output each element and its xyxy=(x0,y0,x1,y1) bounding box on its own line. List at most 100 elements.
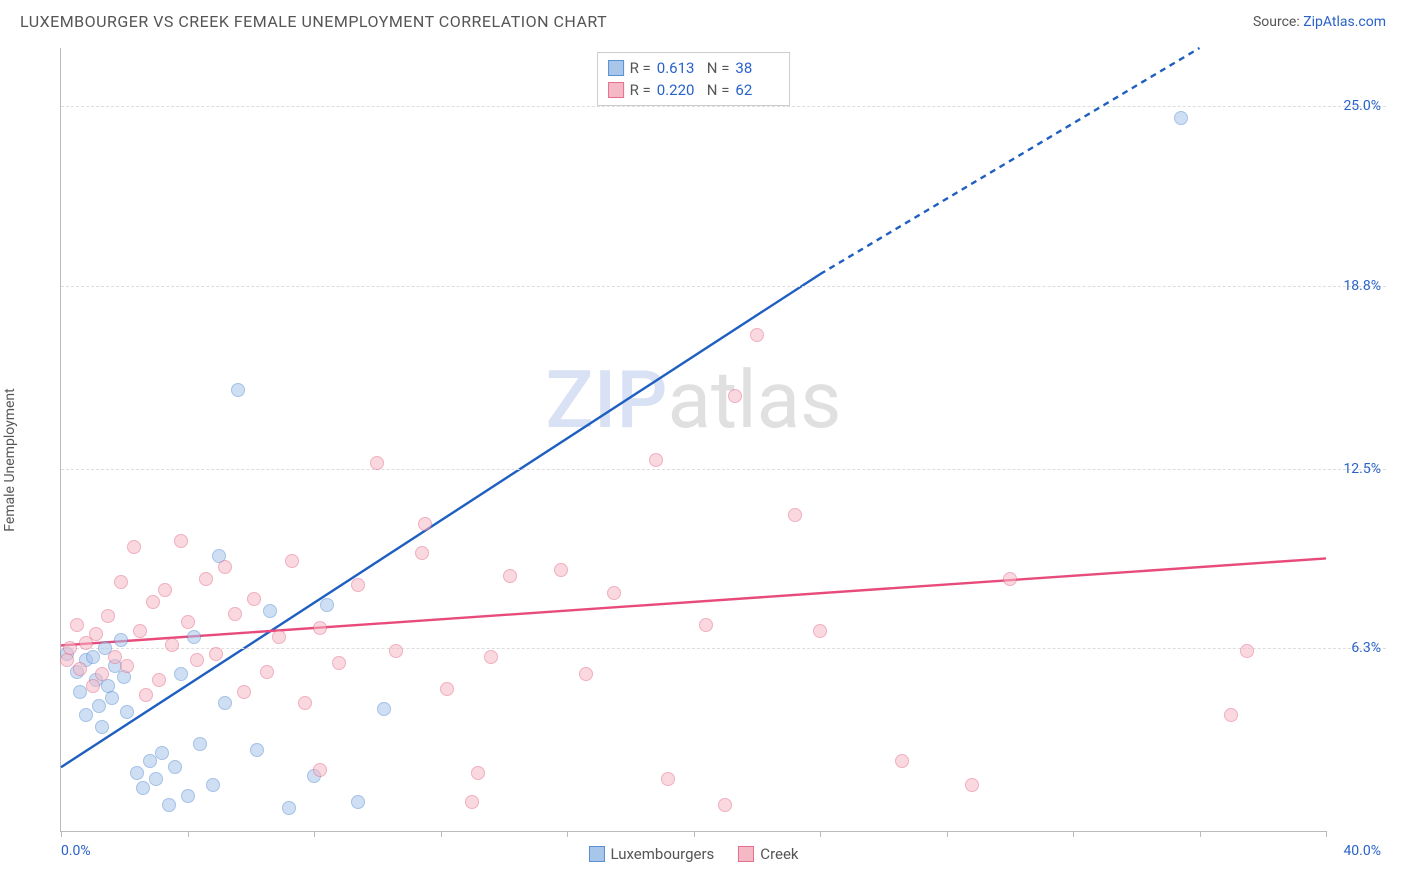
x-tick xyxy=(820,831,821,837)
data-point xyxy=(63,641,77,655)
y-axis-label: Female Unemployment xyxy=(2,388,18,532)
watermark-atlas: atlas xyxy=(668,353,842,447)
x-tick xyxy=(314,831,315,837)
data-point xyxy=(471,766,485,780)
gridline xyxy=(61,648,1386,649)
source-prefix: Source: xyxy=(1253,14,1303,30)
legend-item-creek: Creek xyxy=(738,845,798,863)
x-tick xyxy=(1073,831,1074,837)
data-point xyxy=(199,572,213,586)
swatch-luxembourgers xyxy=(608,60,624,76)
data-point xyxy=(718,798,732,812)
data-point xyxy=(351,578,365,592)
n-value-1: 62 xyxy=(735,81,779,99)
data-point xyxy=(105,691,119,705)
data-point xyxy=(895,754,909,768)
data-point xyxy=(168,760,182,774)
data-point xyxy=(174,667,188,681)
x-tick xyxy=(441,831,442,837)
data-point xyxy=(649,453,663,467)
data-point xyxy=(298,696,312,710)
data-point xyxy=(231,383,245,397)
legend-label-0: Luxembourgers xyxy=(610,845,714,863)
data-point xyxy=(1174,111,1188,125)
data-point xyxy=(130,766,144,780)
data-point xyxy=(149,772,163,786)
data-point xyxy=(250,743,264,757)
data-point xyxy=(661,772,675,786)
x-tick xyxy=(1326,831,1327,837)
data-point xyxy=(313,621,327,635)
data-point xyxy=(181,615,195,629)
swatch-creek-icon xyxy=(738,846,754,862)
plot-area: ZIPatlas R = 0.613 N = 38 R = 0.220 N = … xyxy=(60,48,1326,832)
r-label: R = xyxy=(630,81,651,99)
data-point xyxy=(377,702,391,716)
r-value-0: 0.613 xyxy=(657,59,701,77)
legend-stats-row-1: R = 0.220 N = 62 xyxy=(608,79,780,101)
data-point xyxy=(139,688,153,702)
data-point xyxy=(484,650,498,664)
x-tick-label: 40.0% xyxy=(1343,843,1381,859)
data-point xyxy=(813,624,827,638)
x-tick xyxy=(188,831,189,837)
n-value-0: 38 xyxy=(735,59,779,77)
data-point xyxy=(174,534,188,548)
r-value-1: 0.220 xyxy=(657,81,701,99)
data-point xyxy=(162,798,176,812)
data-point xyxy=(607,586,621,600)
r-label: R = xyxy=(630,59,651,77)
data-point xyxy=(228,607,242,621)
legend-stats: R = 0.613 N = 38 R = 0.220 N = 62 xyxy=(597,52,791,106)
data-point xyxy=(313,763,327,777)
data-point xyxy=(206,778,220,792)
data-point xyxy=(127,540,141,554)
data-point xyxy=(92,699,106,713)
data-point xyxy=(332,656,346,670)
gridline xyxy=(61,106,1386,107)
data-point xyxy=(95,667,109,681)
data-point xyxy=(218,560,232,574)
legend-item-luxembourgers: Luxembourgers xyxy=(588,845,714,863)
data-point xyxy=(193,737,207,751)
data-point xyxy=(1240,644,1254,658)
gridline xyxy=(61,469,1386,470)
y-tick-label: 25.0% xyxy=(1343,98,1381,114)
chart-header: LUXEMBOURGER VS CREEK FEMALE UNEMPLOYMEN… xyxy=(0,0,1406,39)
data-point xyxy=(503,569,517,583)
x-tick xyxy=(694,831,695,837)
x-tick-label: 0.0% xyxy=(61,843,91,859)
y-tick-label: 12.5% xyxy=(1343,461,1381,477)
trend-lines xyxy=(61,48,1326,831)
data-point xyxy=(187,630,201,644)
data-point xyxy=(114,633,128,647)
data-point xyxy=(190,653,204,667)
data-point xyxy=(73,662,87,676)
data-point xyxy=(465,795,479,809)
data-point xyxy=(263,604,277,618)
n-label: N = xyxy=(707,59,730,77)
y-tick-label: 6.3% xyxy=(1351,640,1381,656)
data-point xyxy=(272,630,286,644)
source-link[interactable]: ZipAtlas.com xyxy=(1303,14,1386,30)
swatch-luxembourgers-icon xyxy=(588,846,604,862)
data-point xyxy=(965,778,979,792)
data-point xyxy=(1224,708,1238,722)
data-point xyxy=(237,685,251,699)
legend-stats-row-0: R = 0.613 N = 38 xyxy=(608,57,780,79)
data-point xyxy=(247,592,261,606)
swatch-creek xyxy=(608,82,624,98)
data-point xyxy=(136,781,150,795)
data-point xyxy=(114,575,128,589)
data-point xyxy=(728,389,742,403)
n-label: N = xyxy=(707,81,730,99)
data-point xyxy=(1003,572,1017,586)
data-point xyxy=(165,638,179,652)
data-point xyxy=(101,609,115,623)
data-point xyxy=(158,583,172,597)
data-point xyxy=(418,517,432,531)
data-point xyxy=(133,624,147,638)
legend-label-1: Creek xyxy=(760,845,798,863)
data-point xyxy=(108,650,122,664)
x-tick xyxy=(947,831,948,837)
